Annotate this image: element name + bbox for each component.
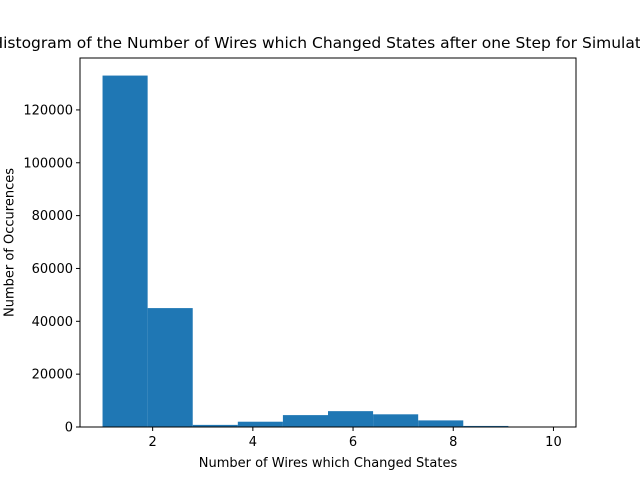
histogram-bar-7 <box>373 414 419 427</box>
histogram-bar-8 <box>418 420 464 427</box>
histogram-bar-5 <box>282 415 328 427</box>
histogram-bar-1 <box>102 75 148 428</box>
chart-title: Histogram of the Number of Wires which C… <box>0 34 640 52</box>
histogram-bar-4 <box>237 421 283 427</box>
x-tick-label: 10 <box>545 435 562 450</box>
y-axis-label: Number of Occurences <box>3 168 18 317</box>
histogram-bar-6 <box>328 411 374 427</box>
axes-frame <box>79 57 577 428</box>
histogram-bar-9 <box>463 425 509 427</box>
x-tick-label: 4 <box>249 435 257 450</box>
histogram-bar-3 <box>192 424 238 427</box>
y-tick-label: 40000 <box>32 315 73 330</box>
y-tick-label: 60000 <box>32 262 73 277</box>
x-axis-label: Number of Wires which Changed States <box>199 456 458 471</box>
y-axis-ticks: 0 20000 40000 60000 80000 100000 120000 <box>23 103 80 436</box>
x-tick-label: 8 <box>449 435 457 450</box>
x-tick-label: 6 <box>349 435 357 450</box>
histogram-bar-2 <box>147 308 193 427</box>
x-axis-ticks: 2 4 6 8 10 <box>149 427 562 450</box>
y-tick-label: 120000 <box>23 103 73 118</box>
y-tick-label: 80000 <box>32 209 73 224</box>
y-tick-label: 20000 <box>32 368 73 383</box>
histogram-bars <box>102 75 554 428</box>
y-tick-label: 100000 <box>23 156 73 171</box>
x-tick-label: 2 <box>149 435 157 450</box>
y-tick-label: 0 <box>65 421 73 436</box>
